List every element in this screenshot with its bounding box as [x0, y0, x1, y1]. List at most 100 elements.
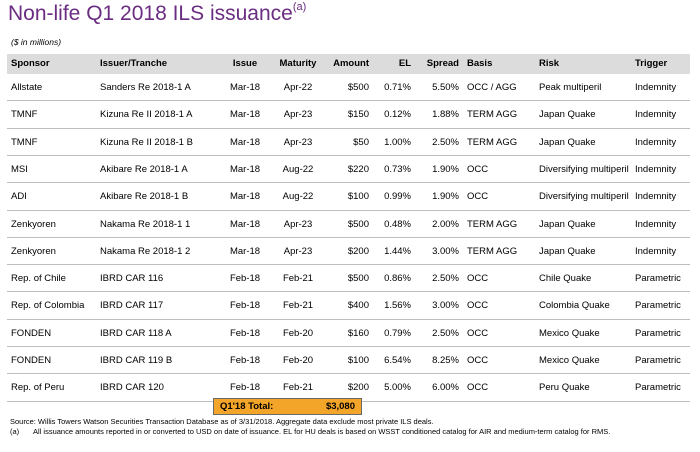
cell-el: 1.00%: [384, 136, 411, 148]
table-row: TMNF Kizuna Re II 2018-1 B Mar-18 Apr-23 $50…: [7, 129, 690, 157]
row-divider: [7, 236, 690, 238]
cell-issue: Feb-18: [229, 327, 261, 339]
cell-amount: $200: [347, 245, 369, 257]
row-divider: [7, 100, 690, 102]
total-label: Q1'18 Total:: [220, 401, 274, 412]
cell-risk: Japan Quake: [539, 245, 596, 257]
row-divider: [7, 154, 690, 156]
cell-trigger: Indemnity: [635, 82, 677, 93]
column-header-trigger: Trigger: [635, 58, 668, 69]
column-header-basis: Basis: [467, 58, 493, 69]
cell-issuer: Nakama Re 2018-1 1: [100, 218, 191, 230]
cell-spread: 5.50%: [432, 82, 459, 93]
cell-maturity: Apr-23: [283, 218, 313, 230]
cell-trigger: Indemnity: [635, 218, 677, 230]
table-row: Allstate Sanders Re 2018-1 A Mar-18 Apr-22 $…: [7, 74, 690, 102]
row-divider: [7, 209, 690, 211]
table-row: MSI Akibare Re 2018-1 A Mar-18 Aug-22 $220 0.…: [7, 156, 690, 184]
cell-issuer: IBRD CAR 117: [100, 300, 164, 312]
cell-issue: Mar-18: [229, 136, 261, 148]
cell-basis: OCC: [467, 382, 489, 394]
cell-el: 5.00%: [384, 382, 411, 394]
row-divider: [7, 346, 690, 347]
cell-risk: Diversifying multiperil: [539, 163, 629, 175]
cell-sponsor: FONDEN: [11, 355, 52, 366]
cell-maturity: Apr-22: [283, 82, 313, 93]
cell-risk: Diversifying multiperil: [539, 191, 629, 203]
cell-el: 0.99%: [384, 191, 411, 203]
row-divider: [7, 127, 690, 129]
cell-maturity: Feb-21: [282, 300, 314, 312]
cell-amount: $150: [347, 109, 369, 121]
cell-maturity: Feb-20: [282, 355, 314, 366]
cell-issuer: Kizuna Re II 2018-1 B: [100, 136, 193, 148]
cell-maturity: Feb-21: [282, 382, 314, 394]
cell-spread: 2.50%: [432, 327, 459, 339]
cell-risk: Peru Quake: [539, 382, 590, 394]
cell-sponsor: Rep. of Peru: [11, 382, 65, 394]
table-row: Rep. of Chile IBRD CAR 116 Feb-18 Feb-21 $50…: [7, 265, 690, 293]
cell-basis: OCC / AGG: [467, 82, 517, 93]
cell-amount: $100: [347, 355, 369, 366]
cell-sponsor: TMNF: [11, 136, 38, 148]
page-title: Non-life Q1 2018 ILS issuance(a): [8, 1, 306, 26]
cell-sponsor: ADI: [11, 191, 27, 203]
cell-sponsor: Zenkyoren: [11, 218, 56, 230]
cell-amount: $500: [347, 82, 369, 93]
cell-trigger: Parametric: [635, 273, 681, 285]
cell-maturity: Apr-23: [283, 109, 313, 121]
row-divider: [7, 373, 690, 375]
cell-maturity: Aug-22: [282, 163, 314, 175]
cell-sponsor: Allstate: [11, 82, 43, 93]
cell-issue: Feb-18: [229, 300, 261, 312]
total-value: $3,080: [325, 401, 355, 412]
table-row: Zenkyoren Nakama Re 2018-1 1 Mar-18 Apr-23 $…: [7, 211, 690, 239]
cell-amount: $50: [353, 136, 369, 148]
table-row: FONDEN IBRD CAR 119 B Feb-18 Feb-20 $100 6.54…: [7, 347, 690, 375]
cell-sponsor: TMNF: [11, 109, 38, 121]
cell-basis: TERM AGG: [467, 136, 518, 148]
column-header-spread: Spread: [426, 58, 459, 69]
footnote-marker: (a): [10, 427, 20, 436]
cell-spread: 3.00%: [432, 300, 459, 312]
cell-sponsor: Rep. of Chile: [11, 273, 66, 285]
cell-issuer: IBRD CAR 118 A: [100, 327, 172, 339]
cell-basis: OCC: [467, 163, 489, 175]
units-note: ($ in millions): [11, 37, 62, 47]
column-header-amount: Amount: [333, 58, 369, 69]
page-title-text: Non-life Q1 2018 ILS issuance: [8, 2, 293, 25]
cell-issue: Feb-18: [229, 273, 261, 285]
cell-trigger: Parametric: [635, 355, 681, 366]
cell-el: 0.48%: [384, 218, 411, 230]
cell-issuer: Kizuna Re II 2018-1 A: [100, 109, 193, 121]
row-divider: [7, 182, 690, 184]
cell-sponsor: Zenkyoren: [11, 245, 56, 257]
cell-trigger: Parametric: [635, 327, 681, 339]
cell-spread: 8.25%: [432, 355, 459, 366]
cell-basis: OCC: [467, 355, 489, 366]
cell-spread: 3.00%: [432, 245, 459, 257]
cell-maturity: Feb-21: [282, 273, 314, 285]
cell-spread: 6.00%: [432, 382, 459, 394]
column-header-maturity: Maturity: [279, 58, 317, 69]
cell-sponsor: Rep. of Colombia: [11, 300, 85, 312]
cell-amount: $200: [347, 382, 369, 394]
cell-amount: $500: [347, 273, 369, 285]
cell-el: 0.71%: [384, 82, 411, 93]
cell-basis: OCC: [467, 273, 489, 285]
cell-risk: Chile Quake: [539, 273, 592, 285]
cell-basis: TERM AGG: [467, 245, 518, 257]
row-divider: [7, 291, 690, 293]
table-row: Zenkyoren Nakama Re 2018-1 2 Mar-18 Apr-23 $…: [7, 238, 690, 266]
cell-el: 0.12%: [384, 109, 411, 121]
column-header-sponsor: Sponsor: [11, 58, 50, 69]
cell-trigger: Indemnity: [635, 191, 677, 203]
cell-basis: OCC: [467, 327, 489, 339]
cell-basis: OCC: [467, 300, 489, 312]
total-box: Q1'18 Total: $3,080: [213, 398, 362, 415]
footnote-text: All issuance amounts reported in or conv…: [33, 427, 611, 436]
cell-issuer: Akibare Re 2018-1 A: [100, 163, 188, 175]
cell-spread: 2.50%: [432, 273, 459, 285]
table-row: TMNF Kizuna Re II 2018-1 A Mar-18 Apr-23 $15…: [7, 101, 690, 129]
cell-risk: Colombia Quake: [539, 300, 610, 312]
